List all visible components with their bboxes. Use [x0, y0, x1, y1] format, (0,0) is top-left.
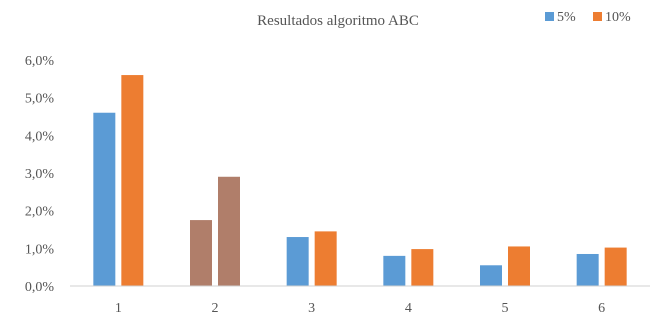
bar-cat4-series1 [383, 255, 406, 286]
legend-swatch-10 [593, 12, 602, 21]
y-tick-label: 0,0% [25, 280, 55, 295]
y-tick-label: 3,0% [25, 167, 55, 182]
x-tick-label: 6 [598, 301, 605, 316]
y-tick-label: 4,0% [25, 129, 55, 144]
legend-label-5: 5% [557, 10, 576, 25]
y-tick-label: 5,0% [25, 92, 55, 107]
x-tick-label: 3 [308, 301, 315, 316]
bar-cat3-series1 [286, 237, 309, 286]
bars [93, 75, 627, 286]
chart-title: Resultados algoritmo ABC [257, 13, 419, 29]
bar-cat5-series1 [480, 265, 502, 286]
x-tick-label: 2 [212, 301, 219, 316]
x-tick-label: 5 [502, 301, 509, 316]
legend-swatch-5 [545, 12, 554, 21]
bar-cat3-series2 [314, 231, 337, 286]
bar-cat6-series2 [604, 247, 627, 286]
y-axis: 0,0% 1,0% 2,0% 3,0% 4,0% 5,0% 6,0% [25, 54, 55, 295]
legend-label-10: 10% [605, 10, 631, 25]
bar-cat2-series1 [190, 220, 212, 286]
legend: 5% 10% [545, 10, 631, 25]
bar-cat1-series2 [121, 75, 144, 286]
x-tick-label: 4 [405, 301, 412, 316]
bar-cat1-series1 [93, 112, 116, 286]
y-tick-label: 6,0% [25, 54, 55, 69]
x-axis: 1 2 3 4 5 6 [115, 301, 605, 316]
y-tick-label: 2,0% [25, 205, 55, 220]
bar-cat2-series2 [218, 176, 240, 286]
bar-cat4-series2 [411, 249, 434, 286]
x-tick-label: 1 [115, 301, 122, 316]
bar-cat6-series1 [576, 253, 599, 286]
y-tick-label: 1,0% [25, 242, 55, 257]
bar-cat5-series2 [508, 246, 530, 286]
